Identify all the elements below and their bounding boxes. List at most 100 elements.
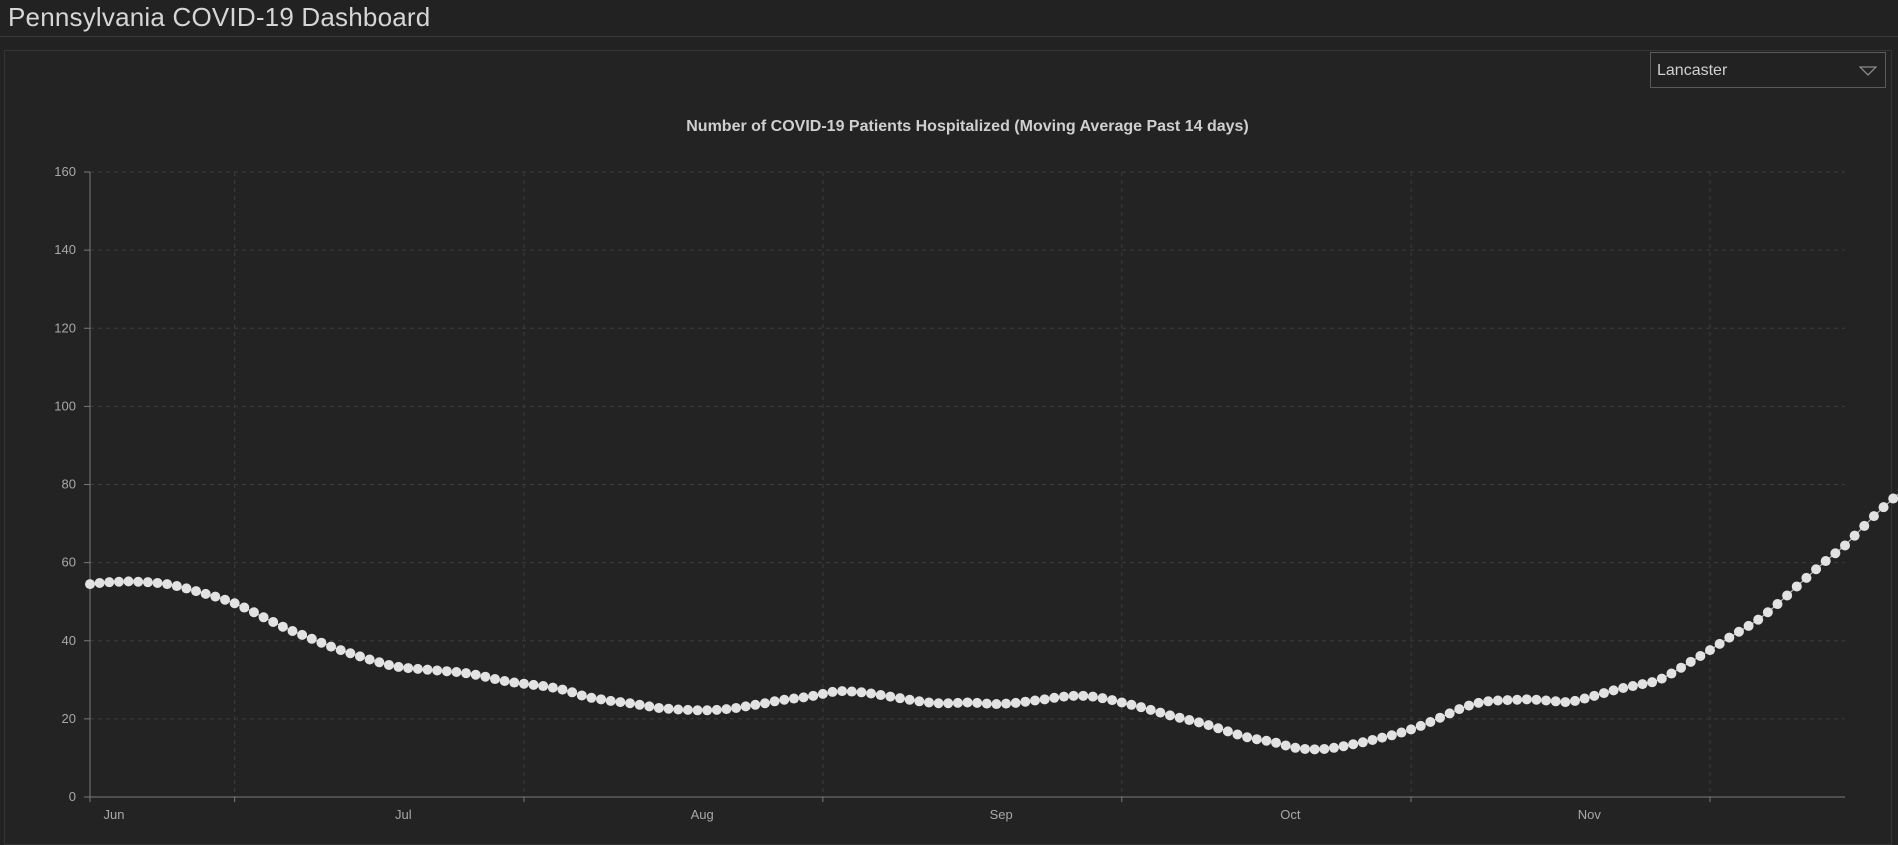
data-point[interactable] — [1078, 690, 1089, 701]
data-point[interactable] — [297, 629, 308, 640]
data-point[interactable] — [1251, 734, 1262, 745]
data-point[interactable] — [1319, 743, 1330, 754]
data-point[interactable] — [538, 681, 549, 692]
data-point[interactable] — [1010, 697, 1021, 708]
data-point[interactable] — [1830, 548, 1841, 559]
data-point[interactable] — [422, 664, 433, 675]
data-point[interactable] — [1425, 717, 1436, 727]
data-point[interactable] — [1145, 704, 1156, 715]
data-point[interactable] — [952, 697, 963, 708]
data-point[interactable] — [191, 586, 202, 597]
data-point[interactable] — [1676, 662, 1687, 673]
data-point[interactable] — [94, 577, 105, 588]
data-point[interactable] — [808, 690, 819, 701]
data-point[interactable] — [1068, 690, 1079, 701]
data-point[interactable] — [152, 577, 163, 588]
data-point[interactable] — [1338, 741, 1349, 752]
data-point[interactable] — [1627, 681, 1638, 692]
data-point[interactable] — [1840, 540, 1850, 551]
data-point[interactable] — [1087, 691, 1098, 702]
data-point[interactable] — [403, 663, 414, 674]
data-point[interactable] — [181, 583, 192, 594]
data-point[interactable] — [721, 704, 732, 715]
data-point[interactable] — [133, 576, 144, 587]
data-point[interactable] — [210, 591, 221, 602]
data-point[interactable] — [1618, 683, 1629, 694]
data-point[interactable] — [277, 621, 288, 632]
data-point[interactable] — [355, 651, 365, 662]
data-point[interactable] — [923, 697, 934, 708]
data-point[interactable] — [1473, 697, 1484, 708]
data-point[interactable] — [1406, 724, 1417, 735]
data-point[interactable] — [1261, 735, 1272, 746]
data-point[interactable] — [1579, 693, 1590, 704]
data-point[interactable] — [1714, 638, 1725, 649]
data-point[interactable] — [1859, 520, 1870, 531]
data-point[interactable] — [1868, 511, 1879, 522]
data-point[interactable] — [1666, 668, 1677, 679]
data-point[interactable] — [1849, 530, 1860, 541]
data-point[interactable] — [1878, 502, 1889, 513]
data-point[interactable] — [663, 703, 674, 714]
data-point[interactable] — [817, 688, 828, 699]
data-point[interactable] — [1232, 729, 1243, 740]
data-point[interactable] — [605, 695, 616, 706]
data-point[interactable] — [248, 607, 259, 618]
data-point[interactable] — [760, 698, 770, 709]
data-point[interactable] — [1213, 723, 1224, 734]
data-point[interactable] — [142, 577, 153, 588]
data-point[interactable] — [1541, 695, 1552, 706]
data-point[interactable] — [509, 677, 520, 688]
data-point[interactable] — [1521, 694, 1532, 705]
data-point[interactable] — [1386, 730, 1397, 741]
data-point[interactable] — [1791, 581, 1802, 592]
data-point[interactable] — [335, 645, 346, 656]
data-point[interactable] — [1001, 698, 1012, 709]
data-point[interactable] — [615, 697, 626, 708]
data-point[interactable] — [1705, 645, 1715, 656]
data-point[interactable] — [200, 588, 211, 599]
data-point[interactable] — [1415, 720, 1426, 731]
data-point[interactable] — [1280, 740, 1291, 751]
data-point[interactable] — [499, 675, 510, 686]
data-point[interactable] — [788, 693, 799, 704]
data-point[interactable] — [1502, 695, 1513, 706]
data-point[interactable] — [798, 692, 809, 703]
data-point[interactable] — [1753, 614, 1764, 625]
data-point[interactable] — [740, 701, 751, 712]
data-point[interactable] — [306, 633, 317, 644]
data-point[interactable] — [933, 698, 944, 709]
data-point[interactable] — [1271, 737, 1282, 748]
data-point[interactable] — [895, 693, 905, 704]
data-point[interactable] — [547, 682, 558, 693]
data-point[interactable] — [702, 705, 713, 716]
data-point[interactable] — [393, 661, 404, 672]
data-point[interactable] — [1357, 737, 1368, 748]
data-point[interactable] — [287, 625, 298, 636]
data-point[interactable] — [856, 687, 867, 698]
data-point[interactable] — [1762, 607, 1773, 618]
data-point[interactable] — [576, 690, 587, 701]
data-point[interactable] — [1396, 727, 1407, 738]
data-point[interactable] — [1492, 695, 1503, 706]
data-point[interactable] — [711, 704, 722, 715]
data-point[interactable] — [451, 667, 462, 677]
data-point[interactable] — [1695, 650, 1706, 661]
data-point[interactable] — [1801, 572, 1812, 583]
data-point[interactable] — [1724, 632, 1735, 643]
data-point[interactable] — [943, 698, 954, 709]
data-point[interactable] — [750, 699, 761, 710]
data-point[interactable] — [1656, 673, 1667, 684]
data-point[interactable] — [1454, 704, 1465, 715]
data-point[interactable] — [490, 674, 500, 685]
data-point[interactable] — [557, 684, 568, 695]
data-point[interactable] — [1550, 696, 1561, 707]
data-point[interactable] — [480, 671, 491, 682]
data-point[interactable] — [258, 612, 269, 623]
data-point[interactable] — [1174, 712, 1185, 723]
data-point[interactable] — [1222, 726, 1233, 737]
data-point[interactable] — [1811, 564, 1822, 575]
data-point[interactable] — [972, 697, 983, 708]
data-point[interactable] — [441, 666, 452, 677]
data-point[interactable] — [1435, 712, 1445, 723]
